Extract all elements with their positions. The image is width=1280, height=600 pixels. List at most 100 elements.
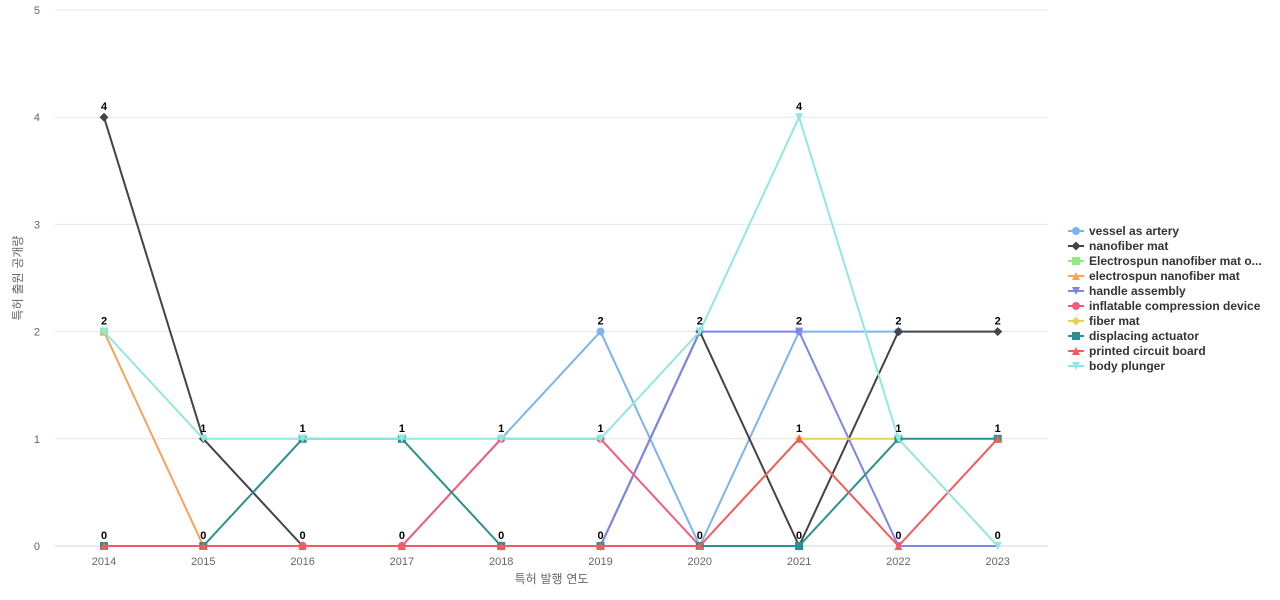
series-line <box>104 437 998 547</box>
legend-item[interactable]: body plunger <box>1068 359 1165 373</box>
y-tick-label: 5 <box>34 5 40 17</box>
x-tick-label: 2020 <box>688 556 712 568</box>
legend-item[interactable]: electrospun nanofiber mat <box>1068 269 1240 283</box>
data-label: 0 <box>498 530 504 542</box>
data-point <box>893 327 903 337</box>
data-point <box>795 327 804 336</box>
data-point <box>397 434 406 443</box>
legend-label: vessel as artery <box>1089 224 1179 238</box>
data-label: 0 <box>796 530 802 542</box>
data-label: 2 <box>697 316 703 328</box>
data-point <box>298 434 307 443</box>
data-labels: 4 2 0 1 0 1 0 1 0 1 0 2 1 0 2 0 4 2 1 0 2 1 0 2 1 0 <box>101 101 1001 542</box>
data-point <box>199 542 208 550</box>
y-axis-title: 특허 출원 공개량 <box>11 236 25 321</box>
data-label: 1 <box>200 423 206 435</box>
x-tick-label: 2017 <box>390 556 414 568</box>
data-point <box>795 434 804 443</box>
data-label: 2 <box>895 316 901 328</box>
data-label: 0 <box>101 530 107 542</box>
legend-marker <box>1072 302 1080 310</box>
data-point <box>298 542 307 550</box>
legend-item[interactable]: fiber mat <box>1068 314 1140 328</box>
y-tick-label: 3 <box>34 219 40 231</box>
data-label: 1 <box>895 423 901 435</box>
data-point <box>99 112 109 122</box>
legend-item[interactable]: nanofiber mat <box>1068 239 1168 253</box>
data-label: 1 <box>995 423 1001 435</box>
legend-label: fiber mat <box>1089 314 1140 328</box>
data-point <box>100 542 108 550</box>
series-group <box>99 112 1003 551</box>
y-tick-label: 1 <box>34 434 40 446</box>
legend-item[interactable]: Electrospun nanofiber mat o... <box>1068 254 1262 268</box>
y-tick-label: 0 <box>34 541 40 553</box>
legend-label: printed circuit board <box>1089 344 1206 358</box>
legend-item[interactable]: printed circuit board <box>1068 344 1206 358</box>
data-label: 0 <box>597 530 603 542</box>
x-tick-label: 2019 <box>588 556 612 568</box>
data-point <box>795 113 804 122</box>
data-label: 0 <box>995 530 1001 542</box>
legend-item[interactable]: displacing actuator <box>1068 329 1199 343</box>
legend-marker <box>1072 257 1080 265</box>
grid-lines <box>55 9 1048 440</box>
x-tick-label: 2023 <box>985 556 1009 568</box>
legend-label: nanofiber mat <box>1089 239 1168 253</box>
legend-label: electrospun nanofiber mat <box>1089 269 1240 283</box>
data-point <box>993 434 1002 443</box>
series-line <box>103 116 999 547</box>
legend-marker <box>1072 287 1080 295</box>
series-6 <box>794 434 903 444</box>
data-point <box>894 542 903 550</box>
x-tick-label: 2016 <box>290 556 314 568</box>
series-9 <box>100 113 1002 550</box>
legend-marker <box>1071 316 1081 326</box>
legend-marker <box>1072 347 1080 355</box>
data-point <box>596 434 605 443</box>
data-label: 1 <box>796 423 802 435</box>
data-point <box>596 327 605 336</box>
legend-item[interactable]: inflatable compression device <box>1068 299 1261 313</box>
data-label: 2 <box>796 316 802 328</box>
legend-label: displacing actuator <box>1089 329 1199 343</box>
legend-marker <box>1072 362 1080 370</box>
data-label: 0 <box>300 530 306 542</box>
legend-marker <box>1072 227 1080 235</box>
data-label: 2 <box>101 316 107 328</box>
x-axis-title: 특허 발행 연도 <box>515 571 589 586</box>
data-label: 0 <box>895 530 901 542</box>
legend-marker <box>1072 332 1080 340</box>
data-point <box>993 542 1002 550</box>
series-7 <box>100 434 1002 550</box>
legend-item[interactable]: handle assembly <box>1068 284 1186 298</box>
data-label: 4 <box>101 101 108 113</box>
data-point <box>795 542 804 550</box>
data-label: 2 <box>597 316 603 328</box>
x-tick-label: 2022 <box>886 556 910 568</box>
legend-label: handle assembly <box>1089 284 1186 298</box>
legend-marker <box>1071 241 1081 251</box>
data-label: 1 <box>399 423 405 435</box>
legend-marker <box>1072 272 1080 280</box>
data-label: 4 <box>796 101 803 113</box>
series-8 <box>100 434 1002 550</box>
data-point <box>695 327 704 336</box>
data-point <box>100 327 108 336</box>
y-axis-ticks: 0 1 2 3 4 5 <box>34 5 40 553</box>
data-point <box>497 434 506 443</box>
data-label: 1 <box>597 423 603 435</box>
y-tick-label: 4 <box>34 112 40 124</box>
data-label: 1 <box>498 423 504 435</box>
data-point <box>695 542 704 550</box>
x-axis-ticks: 2014 2015 2016 2017 2018 2019 2020 2021 2022 2023 <box>92 556 1010 568</box>
data-point <box>497 542 506 550</box>
y-tick-label: 2 <box>34 327 40 339</box>
legend-item[interactable]: vessel as artery <box>1068 224 1179 238</box>
data-point <box>397 542 406 550</box>
x-tick-label: 2015 <box>191 556 215 568</box>
data-point <box>596 542 605 550</box>
data-point <box>894 434 903 443</box>
